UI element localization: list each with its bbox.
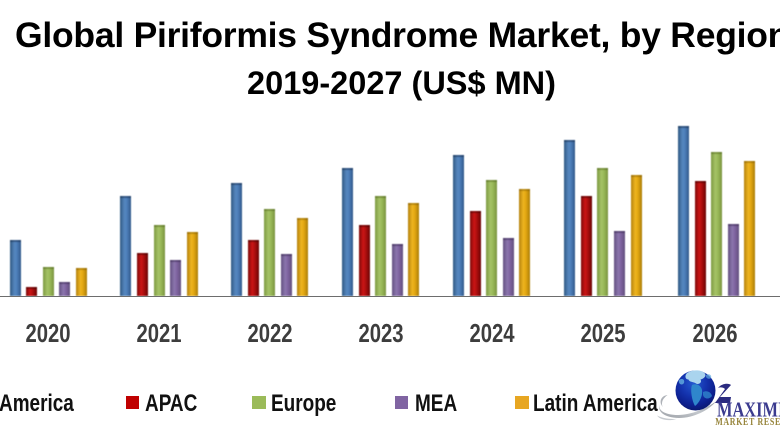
svg-text:MARKET RESE: MARKET RESE (715, 416, 780, 427)
svg-text:MAXIMIZ: MAXIMIZ (717, 398, 780, 421)
